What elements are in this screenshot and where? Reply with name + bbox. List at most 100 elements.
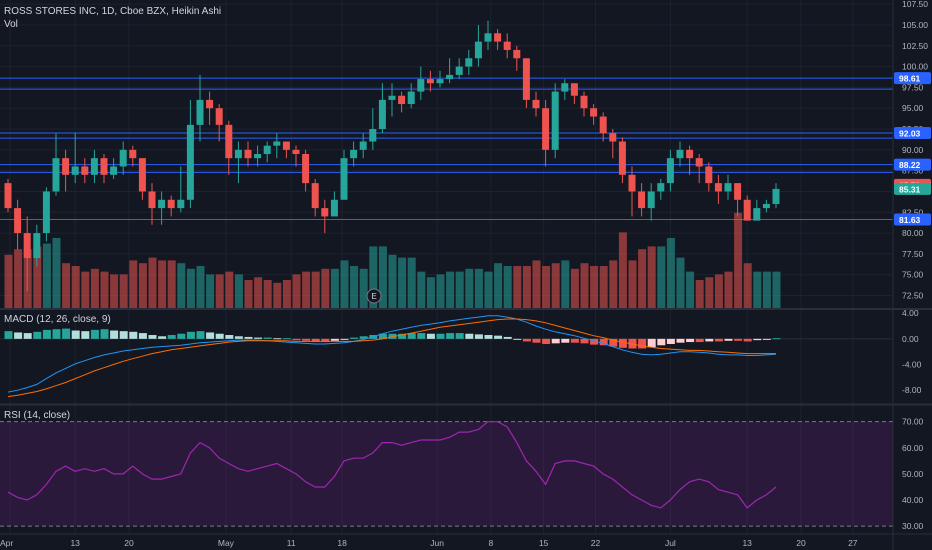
candle-body: [263, 145, 271, 154]
macd-hist-bar: [676, 338, 685, 343]
macd-hist-bar: [23, 333, 32, 339]
candle-body: [350, 149, 358, 159]
volume-bar: [225, 271, 234, 308]
volume-bar: [417, 271, 426, 308]
price-tick: 77.50: [902, 249, 924, 259]
macd-hist-bar: [657, 338, 666, 346]
macd-hist-bar: [638, 338, 647, 349]
macd-hist-bar: [513, 338, 522, 340]
macd-label[interactable]: MACD (12, 26, close, 9): [4, 314, 111, 325]
price-badge-text: 92.03: [899, 128, 921, 138]
candle-body: [618, 141, 626, 175]
macd-hist-bar: [503, 336, 512, 339]
volume-bar: [734, 212, 743, 308]
volume-bar: [570, 268, 579, 308]
volume-bar: [647, 246, 656, 308]
volume-bar: [110, 274, 119, 308]
volume-bar: [369, 246, 378, 308]
volume-bar: [618, 232, 627, 308]
vol-label[interactable]: Vol: [4, 19, 18, 30]
candle-body: [186, 124, 194, 200]
volume-bar: [743, 263, 752, 308]
price-badge-text: 88.22: [899, 160, 921, 170]
candle-body: [388, 95, 396, 100]
macd-hist-bar: [724, 338, 733, 341]
volume-bar: [244, 280, 253, 308]
candle-body: [52, 158, 60, 192]
macd-hist-bar: [570, 338, 579, 343]
time-axis[interactable]: Apr 13 20 May 11 18 Jun 8 15 22 Jul 13 20 27: [0, 538, 858, 548]
volume-bar: [436, 274, 445, 308]
volume-bar: [292, 274, 301, 308]
volume-bar: [273, 282, 282, 308]
time-tick: Jun: [430, 538, 444, 548]
volume-bar: [676, 257, 685, 308]
macd-hist-bar: [551, 338, 560, 344]
macd-hist-bar: [446, 333, 455, 339]
macd-hist-bar: [561, 338, 570, 343]
volume-bar: [330, 268, 339, 308]
volume-bar: [657, 246, 666, 308]
candle-body: [273, 141, 281, 146]
candle-body: [484, 33, 492, 42]
candle-body: [177, 199, 185, 209]
candle-body: [100, 158, 108, 175]
macd-hist-bar: [522, 338, 531, 342]
candles[interactable]: [4, 20, 780, 292]
rsi-tick: 60.00: [902, 443, 924, 453]
volume-bar: [263, 280, 272, 308]
symbol-title[interactable]: ROSS STORES INC, 1D, Cboe BZX, Heikin As…: [4, 6, 222, 17]
candle-body: [33, 233, 41, 259]
volume-bar: [542, 266, 551, 308]
candle-body: [90, 158, 98, 175]
macd-pane: [0, 315, 893, 398]
volume-bar: [398, 257, 407, 308]
rsi-line: [7, 421, 777, 509]
rsi-pane: [0, 421, 893, 527]
macd-hist-bar: [110, 330, 119, 339]
rsi-band: [0, 421, 893, 527]
volume-bar: [81, 271, 90, 308]
price-tick: 72.50: [902, 291, 924, 301]
volume-bar: [503, 266, 512, 308]
macd-hist-bar: [4, 331, 13, 339]
volume-bar: [705, 277, 714, 308]
volume-bar: [177, 263, 186, 308]
macd-hist-bar: [695, 338, 704, 343]
volume-bar: [167, 260, 176, 308]
macd-hist-bar: [705, 338, 714, 342]
macd-hist-bar: [119, 331, 128, 339]
volume-bar: [119, 274, 128, 308]
rsi-label[interactable]: RSI (14, close): [4, 410, 71, 421]
candle-body: [167, 199, 175, 209]
macd-hist-bar: [599, 338, 608, 346]
macd-hist-bar: [244, 336, 253, 339]
macd-hist-bar: [186, 331, 195, 339]
candle-body: [705, 166, 713, 184]
macd-tick: -8.00: [902, 385, 922, 395]
macd-hist-bar: [158, 336, 167, 339]
volume-bar: [599, 266, 608, 308]
macd-hist-bar: [455, 333, 464, 339]
volume-bar: [561, 260, 570, 308]
macd-hist-bar: [148, 335, 157, 339]
candle-body: [647, 191, 655, 209]
volume-bar: [350, 266, 359, 308]
signal-line: [7, 318, 776, 398]
volume-bar: [158, 260, 167, 308]
macd-hist-bar: [81, 331, 90, 339]
macd-hist-bar: [772, 338, 781, 340]
earnings-marker[interactable]: E: [366, 288, 382, 304]
earnings-letter: E: [371, 292, 376, 301]
price-tick: 105.00: [902, 20, 928, 30]
macd-hist-bar: [273, 338, 282, 340]
volume-bar: [494, 263, 503, 308]
macd-hist-bar: [465, 333, 474, 339]
candle-body: [206, 99, 214, 109]
time-tick: Apr: [0, 538, 13, 548]
volume-bar: [90, 268, 99, 308]
candle-body: [330, 199, 338, 217]
volume-bar: [4, 254, 13, 308]
candle-body: [474, 41, 482, 59]
